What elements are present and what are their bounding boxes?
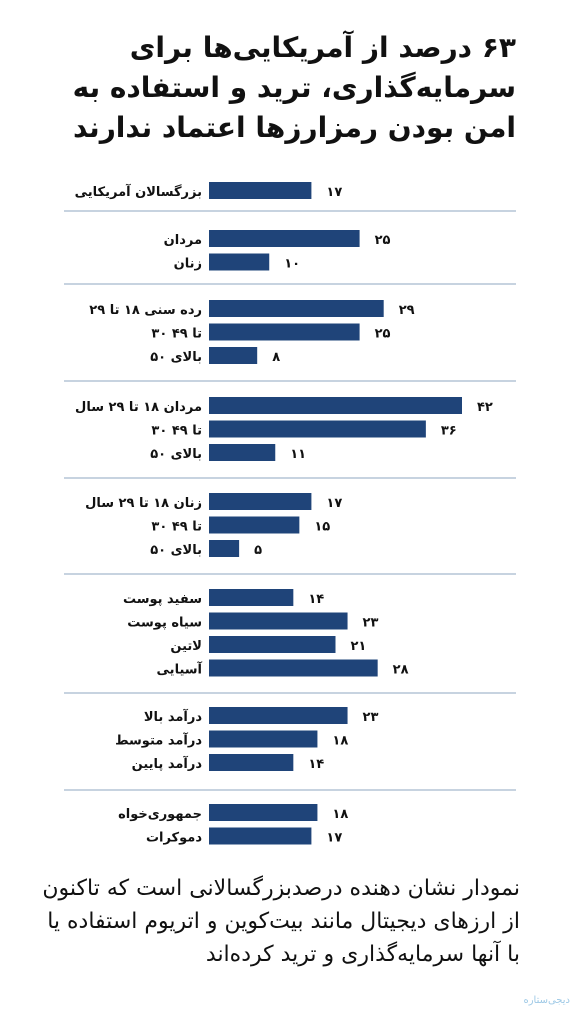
category-label: زنان [174, 257, 202, 272]
bar [209, 540, 240, 557]
category-label: مردان [164, 233, 202, 248]
bar [209, 182, 312, 199]
category-label: درآمد متوسط [115, 732, 202, 749]
category-label: ۳۰ تا ۴۹ [151, 424, 202, 439]
data-label: ۱۸ [332, 807, 348, 822]
bar [209, 612, 348, 630]
data-label: ۲۸ [393, 663, 409, 678]
category-label: بزرگسالان آمریکایی [75, 183, 202, 200]
data-label: ۲۳ [363, 710, 379, 725]
bar [209, 420, 426, 438]
category-label: بالای ۵۰ [150, 543, 202, 558]
data-label: ۲۹ [399, 303, 415, 318]
bar [209, 730, 318, 748]
data-label: ۲۱ [351, 639, 367, 654]
bar [209, 659, 378, 677]
data-label: ۱۷ [326, 831, 342, 846]
data-label: ۱۰ [284, 257, 300, 272]
data-label: ۸ [272, 350, 280, 365]
data-label: ۴۲ [477, 400, 493, 415]
brand-logo: دیجی‌ستاره [523, 995, 570, 1006]
category-label: مردان ۱۸ تا ۲۹ سال [75, 400, 202, 415]
category-label: آسیایی [157, 661, 203, 678]
category-label: لاتین [170, 639, 202, 654]
category-label: بالای ۵۰ [150, 350, 202, 365]
bar [209, 827, 312, 845]
data-label: ۵ [254, 543, 262, 558]
category-label: سفید پوست [123, 592, 202, 607]
bar [209, 804, 318, 821]
category-label: سیاه پوست [127, 616, 202, 631]
bar [209, 230, 360, 247]
category-label: رده سنی ۱۸ تا ۲۹ [89, 303, 202, 318]
category-label: جمهوری‌خواه [118, 807, 202, 822]
bar [209, 253, 270, 271]
data-label: ۱۴ [308, 757, 324, 772]
bar [209, 516, 300, 534]
category-label: درآمد بالا [144, 708, 202, 725]
data-label: ۲۵ [375, 233, 391, 248]
bar [209, 323, 360, 341]
data-label: ۲۵ [375, 327, 391, 342]
category-label: زنان ۱۸ تا ۲۹ سال [85, 496, 202, 511]
data-label: ۱۱ [290, 447, 306, 462]
chart-caption: نمودار نشان دهنده درصدبزرگسالانی است که … [42, 876, 520, 967]
bar [209, 300, 384, 317]
category-label: درآمد پایین [132, 755, 203, 772]
bar [209, 347, 258, 364]
data-label: ۱۷ [326, 185, 342, 200]
bar [209, 397, 462, 414]
data-label: ۲۳ [363, 616, 379, 631]
bar [209, 707, 348, 724]
bar [209, 589, 294, 606]
category-label: دموکرات [146, 831, 202, 846]
bar [209, 493, 312, 510]
bar-chart: بزرگسالان آمریکایی ۱۷ مردان ۲۵ زنان ۱۰ رده سنی… [64, 182, 516, 846]
bar [209, 636, 336, 653]
bar [209, 754, 294, 771]
data-label: ۱۸ [332, 734, 348, 749]
category-label: ۳۰ تا ۴۹ [151, 327, 202, 342]
category-label: بالای ۵۰ [150, 447, 202, 462]
data-label: ۱۵ [314, 520, 330, 535]
data-label: ۱۷ [326, 496, 342, 511]
category-label: ۳۰ تا ۴۹ [151, 520, 202, 535]
chart-title: ۶۳ درصد از آمریکایی‌ها برای سرمایه‌گذاری… [72, 31, 516, 144]
data-label: ۱۴ [308, 592, 324, 607]
data-label: ۳۶ [441, 424, 457, 439]
bar [209, 444, 276, 461]
